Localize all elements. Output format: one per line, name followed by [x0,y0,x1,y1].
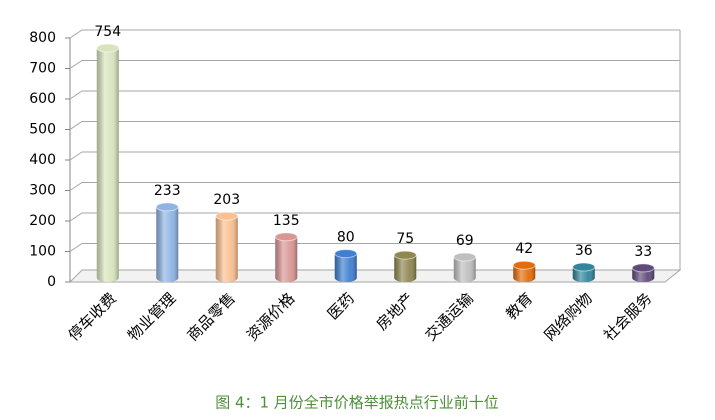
bar-cap [393,250,417,260]
bar-cap [512,260,536,270]
grid-line [69,90,680,100]
data-label: 203 [213,192,240,208]
x-tick-label: 停车收费 [65,289,120,344]
y-tick-label: 400 [29,152,56,168]
x-tick-label: 商品零售 [184,289,239,344]
bar-cap [155,202,179,212]
bar-shade [334,253,357,282]
y-tick-label: 100 [29,244,56,260]
data-label: 233 [154,183,181,199]
x-tick-label: 资源价格 [243,289,298,344]
grid-line [69,60,680,69]
x-tick-label: 医药 [324,289,358,323]
bar-cap [215,211,239,221]
caption: 图 4：1 月份全市价格举报热点行业前十位 [215,394,499,412]
bar-shade [275,236,298,282]
bar-cap [453,252,477,262]
bar-shade [96,48,119,282]
data-label: 75 [396,231,414,247]
bar-cap [334,249,358,259]
data-label: 42 [515,241,533,257]
x-tick-label: 教育 [502,289,536,323]
y-tick-label: 0 [47,274,56,290]
data-label: 33 [634,244,652,260]
bar-shade [513,265,536,282]
y-tick-label: 700 [29,61,56,77]
y-tick-label: 800 [29,30,56,46]
data-label: 754 [94,24,121,40]
data-label: 36 [575,243,593,259]
grid-line [69,121,680,130]
y-tick-label: 600 [29,91,56,107]
y-tick-label: 300 [29,183,56,199]
bar-shade [394,255,417,282]
x-tick-label: 物业管理 [124,289,179,344]
bar-shade [453,256,476,282]
grid-line [69,243,680,252]
y-tick-label: 500 [29,122,56,138]
bar-cap [631,263,655,273]
bar-cap [572,262,596,272]
x-tick-label: 社会服务 [600,289,655,344]
y-tick-label: 200 [29,213,56,229]
bar-cap [96,43,120,53]
grid-line [69,151,680,161]
data-label: 69 [456,233,474,249]
x-tick-label: 网络购物 [541,289,596,344]
x-tick-label: 交通运输 [422,289,477,344]
data-label: 135 [273,213,300,229]
bar-shade [215,216,238,282]
grid-line [69,182,680,191]
bar-cap [274,232,298,242]
bar-shade [156,206,179,282]
data-label: 80 [337,230,355,246]
x-tick-label: 房地产 [373,289,418,334]
grid-line [69,212,680,222]
grid-line [69,29,680,39]
